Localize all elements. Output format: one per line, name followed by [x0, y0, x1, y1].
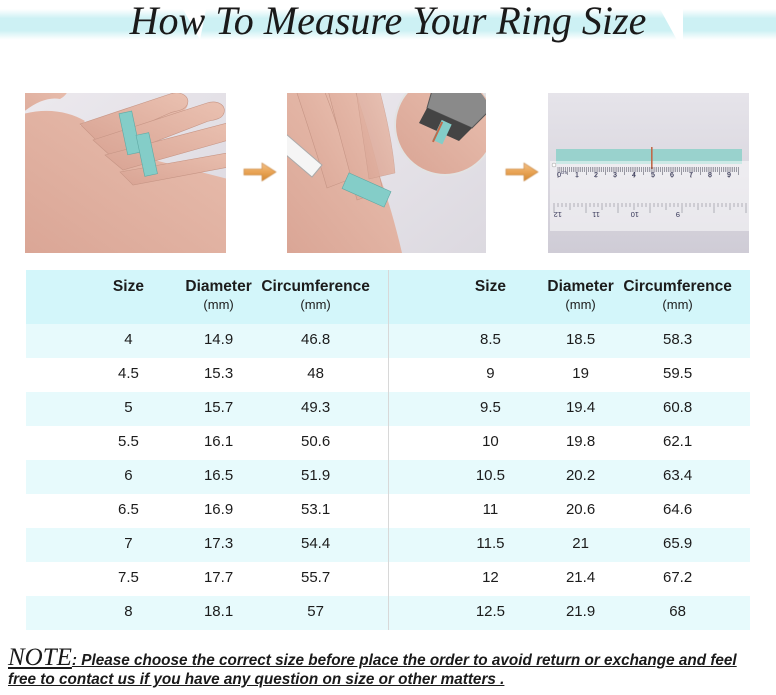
- svg-text:6: 6: [670, 170, 674, 179]
- svg-text:11: 11: [592, 210, 600, 219]
- svg-text:cm: cm: [561, 170, 567, 175]
- svg-text:4: 4: [632, 170, 636, 179]
- svg-text:12: 12: [554, 210, 562, 219]
- svg-text:2: 2: [594, 170, 598, 179]
- svg-text:3: 3: [613, 170, 617, 179]
- svg-text:7: 7: [689, 170, 693, 179]
- svg-text:10: 10: [631, 210, 639, 219]
- svg-text:1: 1: [575, 170, 579, 179]
- svg-text:9: 9: [676, 210, 680, 219]
- svg-text:8: 8: [708, 170, 712, 179]
- svg-text:9: 9: [727, 170, 731, 179]
- svg-text:5: 5: [651, 170, 655, 179]
